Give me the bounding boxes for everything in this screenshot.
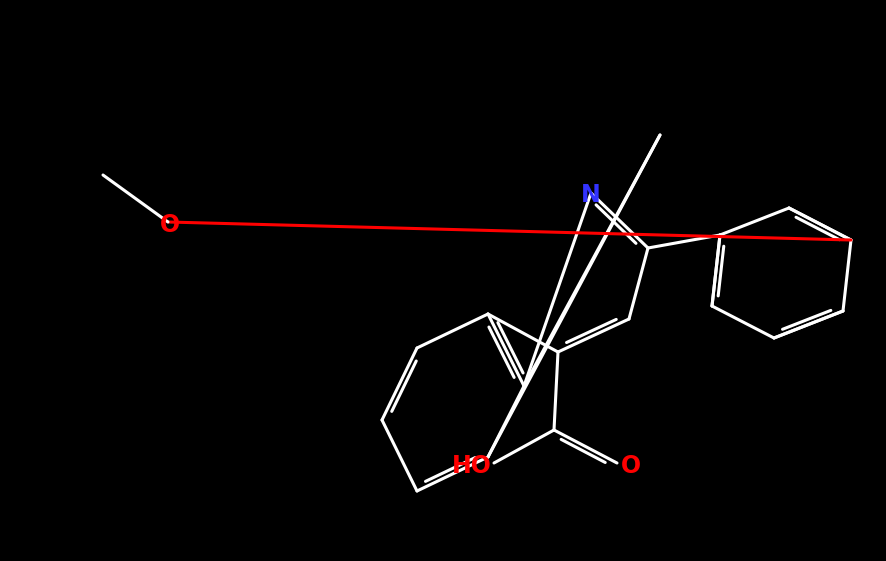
Text: O: O: [620, 454, 641, 478]
Text: O: O: [159, 213, 180, 237]
Text: HO: HO: [452, 454, 492, 478]
Text: N: N: [580, 183, 600, 207]
